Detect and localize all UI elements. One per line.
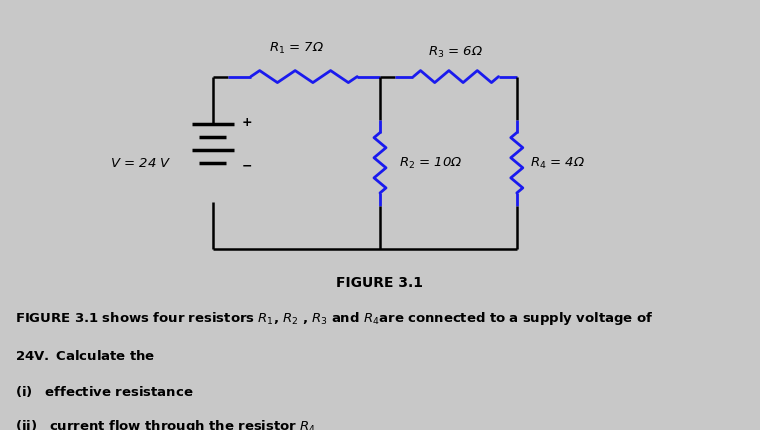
Text: FIGURE 3.1: FIGURE 3.1: [337, 275, 423, 289]
Text: $\bf{(i)\quad effective\ resistance}$: $\bf{(i)\quad effective\ resistance}$: [15, 383, 194, 398]
Text: $R_1$ = 7Ω: $R_1$ = 7Ω: [269, 41, 324, 56]
Text: $\bf{(ii)\quad current\ flow\ through\ the\ resistor}$ $\it{R_4}$: $\bf{(ii)\quad current\ flow\ through\ t…: [15, 417, 316, 430]
Text: $\bf{24V.\ Calculate\ the}$: $\bf{24V.\ Calculate\ the}$: [15, 348, 156, 362]
Text: $\bf{FIGURE\ 3.1}$ $\bf{shows\ four\ resistors}$ $\it{R_1}$$\bf{,}$ $\it{R_2}$ $: $\bf{FIGURE\ 3.1}$ $\bf{shows\ four\ res…: [15, 310, 654, 326]
Text: $R_2$ = 10Ω: $R_2$ = 10Ω: [399, 156, 463, 171]
Text: $V$ = 24 V: $V$ = 24 V: [109, 157, 171, 170]
Text: +: +: [242, 116, 252, 129]
Text: −: −: [242, 159, 252, 172]
Text: $R_4$ = 4Ω: $R_4$ = 4Ω: [530, 156, 586, 171]
Text: $R_3$ = 6Ω: $R_3$ = 6Ω: [429, 45, 483, 60]
